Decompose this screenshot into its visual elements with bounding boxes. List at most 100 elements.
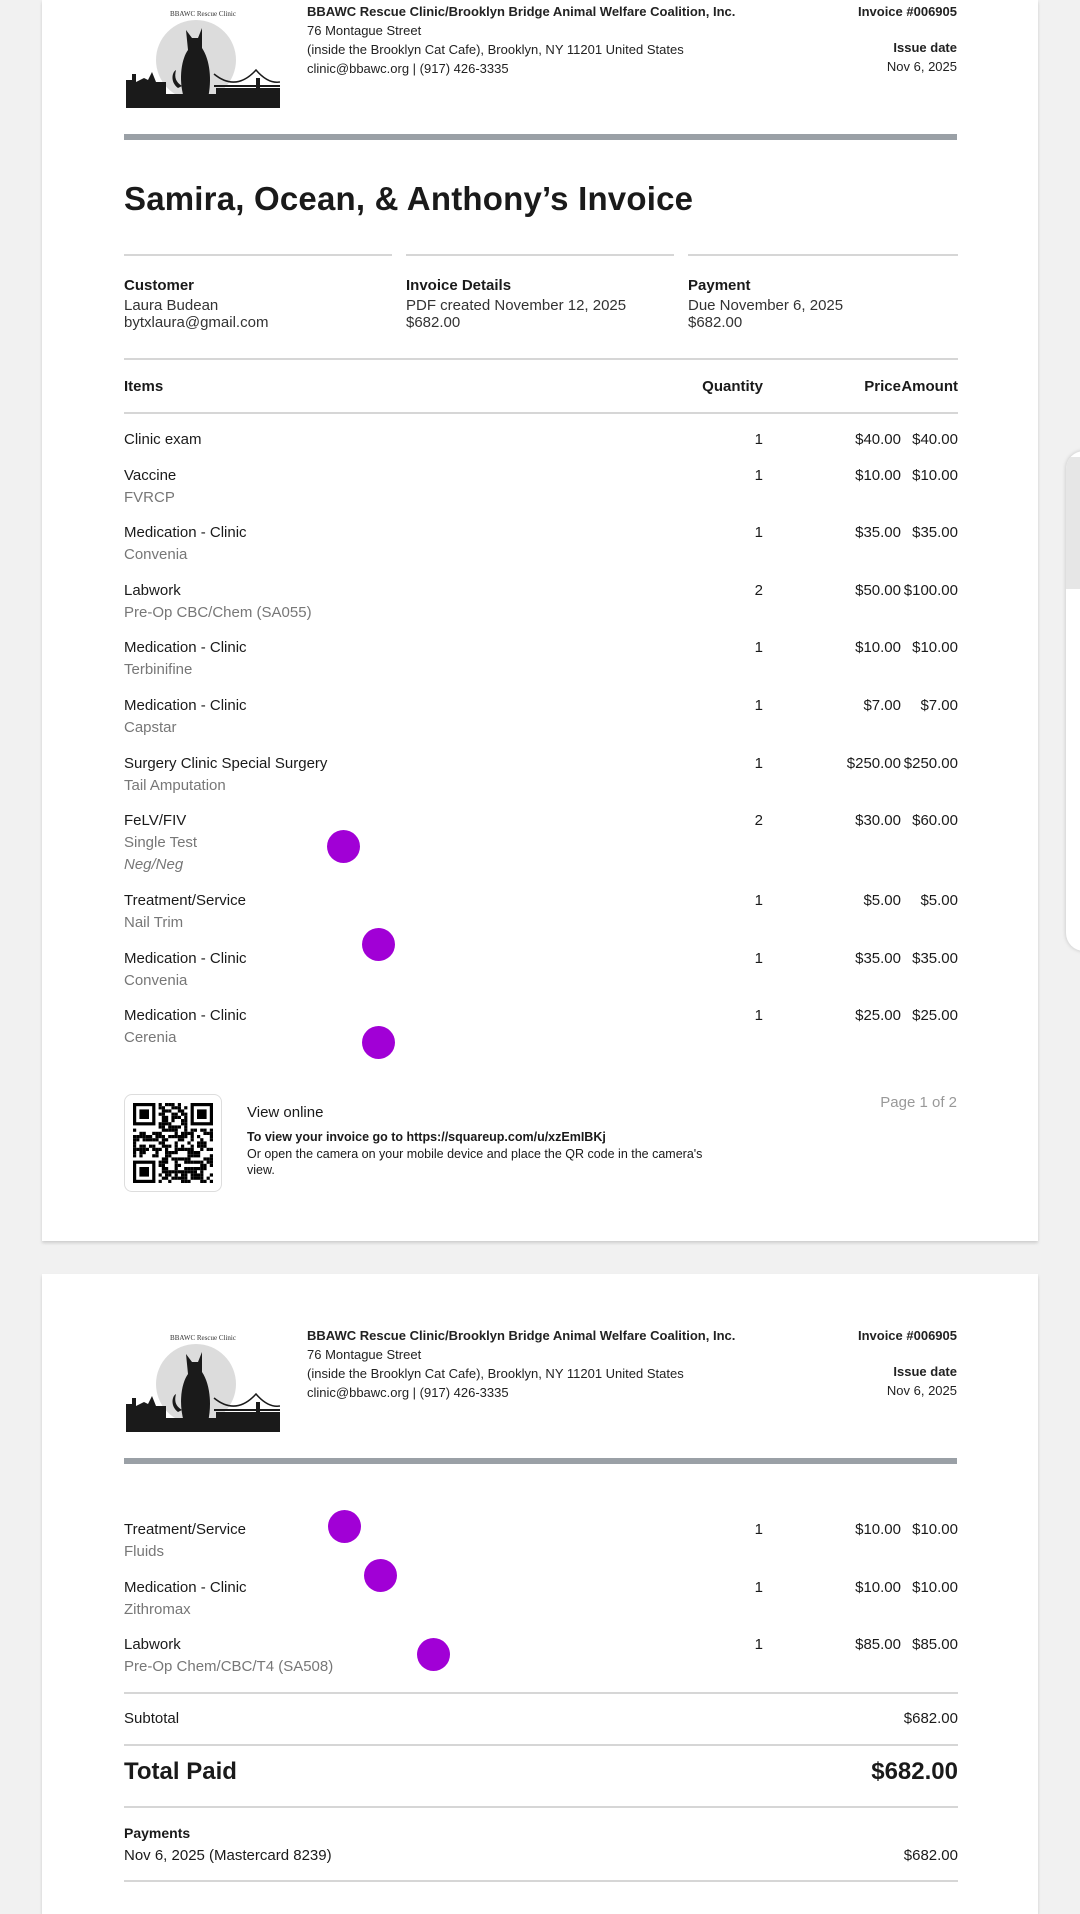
item-amount: $40.00 <box>912 431 958 448</box>
line-item-row: Medication - Clinic Capstar 1 $7.00 $7.00 <box>124 697 958 736</box>
item-price: $40.00 <box>855 431 901 448</box>
item-quantity: 1 <box>754 1579 763 1596</box>
item-price: $10.00 <box>855 1579 901 1596</box>
item-amount: $7.00 <box>920 697 958 714</box>
item-price: $85.00 <box>855 1636 901 1653</box>
invoice-header: BBAWC Rescue Clinic BBAWC Rescue Clinic/… <box>42 1326 1038 1466</box>
header-bar <box>124 134 957 140</box>
invoice-page-1: BBAWC Rescue Clinic BBAWC Rescue Clinic/… <box>42 0 1038 1241</box>
line-item-row: Medication - Clinic Terbinifine 1 $10.00 $10… <box>124 639 958 678</box>
bbawc-logo: BBAWC Rescue Clinic <box>126 1334 280 1432</box>
item-price: $10.00 <box>855 1521 901 1538</box>
scrollbar-thumb[interactable] <box>1066 457 1080 589</box>
customer-email: bytxlaura@gmail.com <box>124 314 269 331</box>
item-description: Fluids <box>124 1543 165 1560</box>
line-item-row: FeLV/FIV Single Test Neg/Neg 2 $30.00 $60.00 <box>124 812 958 873</box>
purple-marker-dot <box>362 928 395 961</box>
payment-row: Nov 6, 2025 (Mastercard 8239) $682.00 <box>124 1847 958 1867</box>
item-name: FeLV/FIV <box>124 812 187 829</box>
item-quantity: 1 <box>754 467 763 484</box>
invoice-header: BBAWC Rescue Clinic BBAWC Rescue Clinic/… <box>42 2 1038 142</box>
item-name: Medication - Clinic <box>124 1007 247 1024</box>
issue-date: Nov 6, 2025 <box>886 59 957 74</box>
address-line-2: (inside the Brooklyn Cat Cafe), Brooklyn… <box>307 1366 684 1381</box>
customer-label: Customer <box>124 277 195 294</box>
item-amount: $100.00 <box>903 582 958 599</box>
item-name: Treatment/Service <box>124 892 246 909</box>
contact-info: clinic@bbawc.org | (917) 426-3335 <box>307 61 509 76</box>
line-item-row: Medication - Clinic Convenia 1 $35.00 $35.00 <box>124 950 958 989</box>
issue-date: Nov 6, 2025 <box>886 1383 957 1398</box>
line-item-row: Medication - Clinic Zithromax 1 $10.00 $10.0… <box>124 1579 958 1618</box>
view-online-link[interactable]: To view your invoice go to https://squar… <box>247 1130 606 1144</box>
customer-section: Customer Laura Budean bytxlaura@gmail.co… <box>124 277 268 331</box>
item-amount: $35.00 <box>912 524 958 541</box>
item-description: Capstar <box>124 719 177 736</box>
line-item-row: Clinic exam 1 $40.00 $40.00 <box>124 431 958 451</box>
address-line-1: 76 Montague Street <box>307 23 422 38</box>
purple-marker-dot <box>327 830 360 863</box>
item-amount: $10.00 <box>912 467 958 484</box>
total-label: Total Paid <box>124 1758 237 1785</box>
invoice-details-section: Invoice Details PDF created November 12,… <box>406 277 626 331</box>
item-quantity: 1 <box>754 524 763 541</box>
view-online-section: View online To view your invoice go to h… <box>247 1104 702 1178</box>
scrollbar[interactable] <box>1066 451 1080 951</box>
bbawc-logo: BBAWC Rescue Clinic <box>126 10 280 108</box>
item-description: Convenia <box>124 972 188 989</box>
item-description: FVRCP <box>124 489 175 506</box>
subtotal-label: Subtotal <box>124 1710 180 1727</box>
col-amount: Amount <box>901 378 958 395</box>
item-quantity: 2 <box>754 582 763 599</box>
svg-text:BBAWC Rescue Clinic: BBAWC Rescue Clinic <box>170 1334 236 1342</box>
item-description: Cerenia <box>124 1029 177 1046</box>
payment-method: Nov 6, 2025 (Mastercard 8239) <box>124 1847 332 1864</box>
customer-name: Laura Budean <box>124 297 219 314</box>
item-quantity: 1 <box>754 639 763 656</box>
purple-marker-dot <box>328 1510 361 1543</box>
org-name: BBAWC Rescue Clinic/Brooklyn Bridge Anim… <box>307 1328 736 1343</box>
qr-code-icon <box>133 1103 213 1183</box>
item-description: Pre-Op Chem/CBC/T4 (SA508) <box>124 1658 334 1675</box>
line-item-row: Labwork Pre-Op Chem/CBC/T4 (SA508) 1 $85.00… <box>124 1636 958 1675</box>
item-description: Pre-Op CBC/Chem (SA055) <box>124 604 312 621</box>
item-description: Zithromax <box>124 1601 191 1618</box>
item-amount: $250.00 <box>903 755 958 772</box>
item-quantity: 1 <box>754 697 763 714</box>
view-online-title: View online <box>247 1104 324 1121</box>
subtotal-row: Subtotal $682.00 <box>124 1710 958 1730</box>
line-item-row: Medication - Clinic Cerenia 1 $25.00 $25.00 <box>124 1007 958 1046</box>
payments-label: Payments <box>124 1825 191 1841</box>
item-name: Medication - Clinic <box>124 639 247 656</box>
payment-amount: $682.00 <box>688 314 743 331</box>
page-indicator: Page 1 of 2 <box>880 1094 957 1111</box>
item-name: Treatment/Service <box>124 1521 246 1538</box>
line-item-row: Vaccine FVRCP 1 $10.00 $10.00 <box>124 467 958 506</box>
item-name: Vaccine <box>124 467 177 484</box>
item-note: Neg/Neg <box>124 856 184 873</box>
svg-text:BBAWC Rescue Clinic: BBAWC Rescue Clinic <box>170 10 236 18</box>
total-value: $682.00 <box>871 1758 958 1785</box>
item-name: Medication - Clinic <box>124 697 247 714</box>
item-description: Tail Amputation <box>124 777 226 794</box>
items-table-header: Items Quantity Price Amount <box>124 378 958 398</box>
pdf-created: PDF created November 12, 2025 <box>406 297 627 314</box>
item-price: $30.00 <box>855 812 901 829</box>
item-description: Terbinifine <box>124 661 193 678</box>
item-name: Labwork <box>124 1636 181 1653</box>
issue-date-label: Issue date <box>893 1364 957 1379</box>
item-quantity: 1 <box>754 1521 763 1538</box>
header-bar <box>124 1458 957 1464</box>
qr-code[interactable] <box>124 1094 222 1192</box>
payment-section: Payment Due November 6, 2025 $682.00 <box>688 277 843 331</box>
invoice-title: Samira, Ocean, & Anthony’s Invoice <box>124 180 694 217</box>
payment-value: $682.00 <box>903 1847 958 1864</box>
address-line-1: 76 Montague Street <box>307 1347 422 1362</box>
item-quantity: 1 <box>754 1007 763 1024</box>
item-name: Labwork <box>124 582 181 599</box>
issue-date-label: Issue date <box>893 40 957 55</box>
item-quantity: 1 <box>754 755 763 772</box>
item-price: $10.00 <box>855 639 901 656</box>
item-amount: $5.00 <box>920 892 958 909</box>
purple-marker-dot <box>362 1026 395 1059</box>
